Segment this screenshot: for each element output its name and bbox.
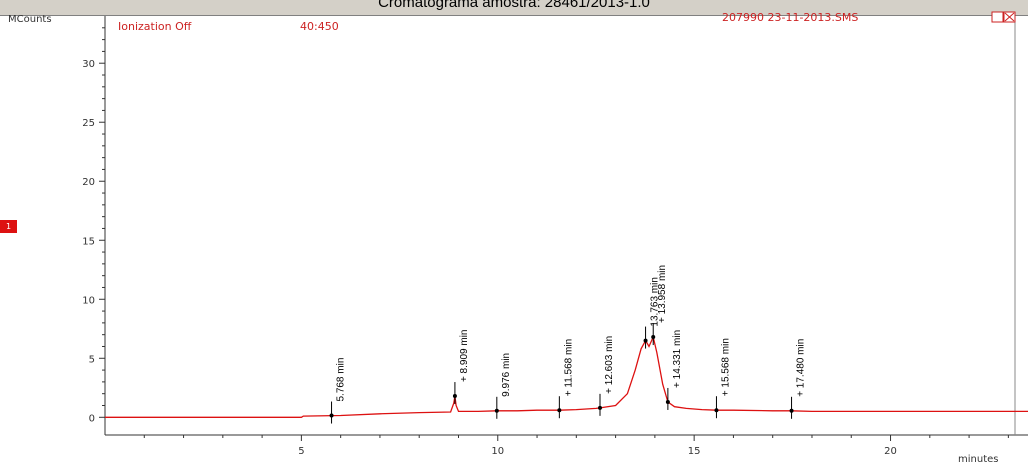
x-tick-label: 20 (884, 446, 897, 457)
chromatogram-trace (105, 334, 1028, 418)
peak-marker-dot (665, 399, 670, 404)
x-tick-label: 15 (688, 446, 701, 457)
peak-marker-dot (643, 338, 648, 343)
peak-label: + 8.909 min (459, 330, 470, 383)
y-axis-label: MCounts (8, 14, 52, 25)
window-title: Cromatograma amostra: 28461/2013-1.0 (378, 0, 650, 11)
y-tick-label: 15 (82, 236, 95, 247)
peak-label: 5.768 min (336, 358, 347, 402)
x-axis-label: minutes (958, 454, 998, 465)
x-tick-label: 5 (298, 446, 304, 457)
peak-label: + 11.568 min (563, 339, 574, 396)
trace-marker[interactable]: 1 (0, 220, 17, 233)
y-tick-label: 5 (89, 354, 95, 365)
y-tick-label: 25 (82, 118, 95, 129)
peak-marker-dot (651, 335, 656, 340)
peak-marker-dot (329, 413, 334, 418)
axis-ticks: 0 5 10 15 20 25 30 5 10 15 20 (82, 27, 1009, 457)
peak-marker-dot (714, 408, 719, 413)
peak-marker-dot (789, 408, 794, 413)
y-tick-label: 20 (82, 177, 95, 188)
peak-label: + 15.568 min (720, 338, 731, 396)
peak-label: + 12.603 min (604, 336, 615, 394)
peak-label: + 17.480 min (796, 339, 807, 397)
y-tick-label: 0 (89, 413, 95, 424)
peak-label: + 14.331 min (672, 330, 683, 388)
file-name: 207990 23-11-2013.SMS (722, 11, 858, 24)
peak-marker-dot (598, 405, 603, 410)
peak-marker-dot (557, 408, 562, 413)
x-tick-label: 10 (491, 446, 504, 457)
peak-label: + 13.958 min (657, 265, 668, 323)
window-button[interactable] (991, 11, 1016, 23)
ionization-status: Ionization Off (118, 20, 192, 33)
peak-marker-dot (494, 408, 499, 413)
y-tick-label: 30 (82, 59, 95, 70)
title-bar: Cromatograma amostra: 28461/2013-1.0 (0, 0, 1028, 16)
peak-marker-dot (452, 394, 457, 399)
trace-group (105, 334, 1028, 418)
mass-range: 40:450 (300, 20, 339, 33)
peak-label: 13.763 min (650, 277, 661, 326)
peak-label: 9.976 min (501, 353, 512, 397)
y-tick-label: 10 (82, 295, 95, 306)
peak-markers: 5.768 min + 8.909 min 9.976 min + 11.568 mi… (329, 265, 807, 424)
